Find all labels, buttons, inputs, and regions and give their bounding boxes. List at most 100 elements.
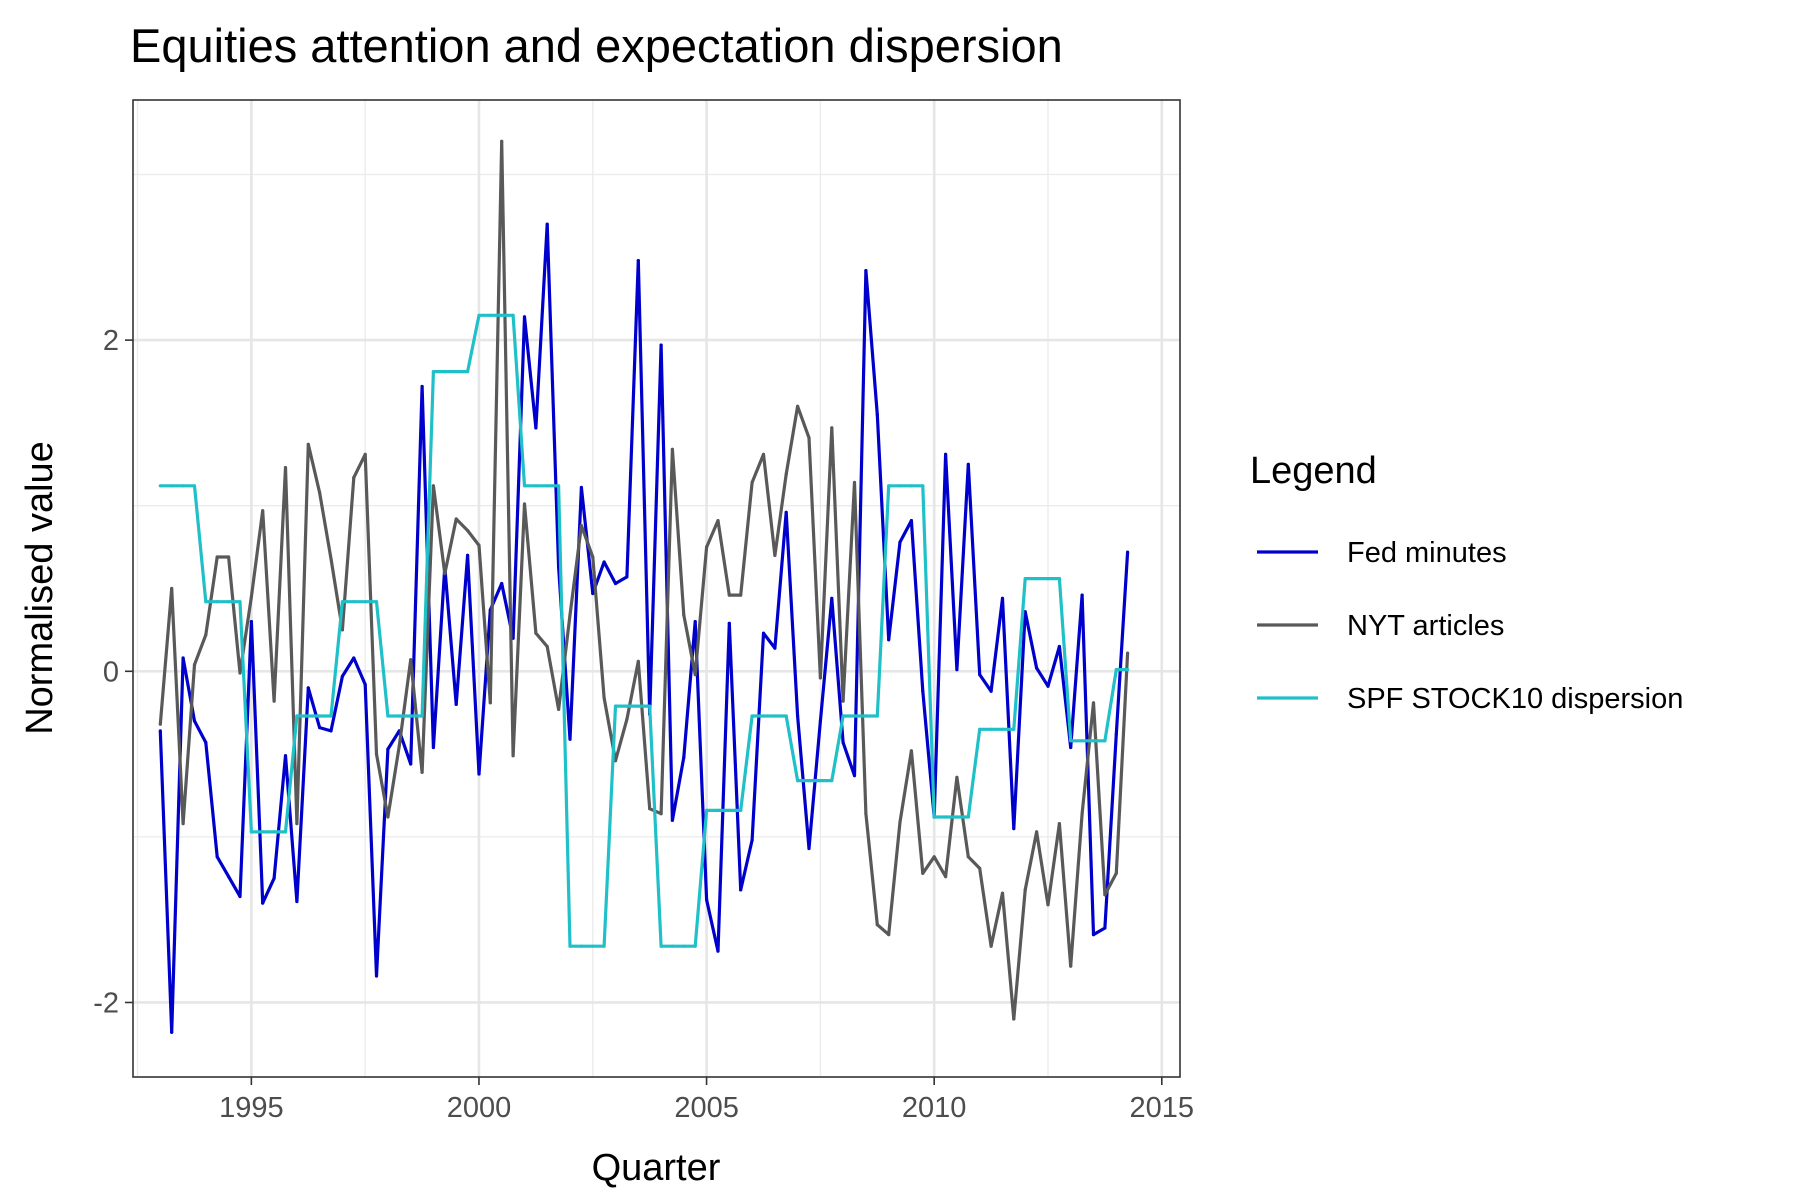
data-point xyxy=(716,808,720,813)
series-points-nyt-articles xyxy=(158,139,1130,1021)
data-point xyxy=(727,808,731,813)
data-point xyxy=(374,974,379,978)
data-point xyxy=(944,452,948,456)
data-point xyxy=(238,671,242,675)
data-point xyxy=(613,759,618,763)
data-point xyxy=(181,656,185,660)
data-point xyxy=(1114,871,1118,875)
data-point xyxy=(318,726,322,730)
data-point xyxy=(864,812,868,816)
data-point xyxy=(648,704,652,708)
data-point xyxy=(682,613,686,617)
data-point xyxy=(306,714,310,718)
data-point xyxy=(409,762,413,766)
data-point xyxy=(727,593,731,597)
chart-title: Equities attention and expectation dispe… xyxy=(130,19,1063,72)
data-point xyxy=(1114,732,1118,736)
data-point xyxy=(659,812,663,816)
data-point xyxy=(852,480,857,485)
data-point xyxy=(500,139,504,143)
data-point xyxy=(796,714,800,718)
data-point xyxy=(386,714,390,718)
legend: Legend Fed minutes NYT articles SPF STOCK1… xyxy=(1250,450,1683,715)
data-point xyxy=(716,949,720,953)
y-tick-label: 0 xyxy=(103,656,119,688)
data-point xyxy=(329,557,333,561)
data-point xyxy=(591,944,595,948)
y-tick-label: 2 xyxy=(103,325,119,357)
major-gridlines xyxy=(133,100,1180,1077)
data-point xyxy=(761,631,766,635)
data-point xyxy=(955,775,959,779)
data-point xyxy=(329,729,333,733)
legend-label: NYT articles xyxy=(1347,610,1504,642)
data-point xyxy=(739,888,743,892)
data-point xyxy=(739,808,743,813)
data-point xyxy=(363,452,367,456)
data-point xyxy=(557,707,561,712)
data-point xyxy=(1126,651,1130,655)
data-point xyxy=(534,631,538,635)
data-point xyxy=(249,830,253,834)
data-point xyxy=(670,447,675,451)
data-point xyxy=(636,259,640,263)
data-point xyxy=(409,714,413,718)
data-point xyxy=(1057,644,1061,649)
data-point xyxy=(420,714,424,718)
data-point xyxy=(295,899,299,904)
data-point xyxy=(204,600,208,604)
data-point xyxy=(522,484,527,488)
data-point xyxy=(522,502,527,506)
data-point xyxy=(1103,739,1107,743)
data-point xyxy=(989,727,993,731)
data-point xyxy=(568,613,572,617)
data-point xyxy=(1080,812,1084,816)
data-point xyxy=(352,656,356,660)
data-point xyxy=(181,822,185,826)
data-point xyxy=(966,462,970,466)
data-point xyxy=(249,595,253,599)
data-point xyxy=(1091,739,1096,743)
data-point xyxy=(750,714,754,718)
data-point xyxy=(477,313,481,317)
data-point xyxy=(306,686,310,690)
data-point xyxy=(1091,701,1096,705)
data-point xyxy=(1103,926,1107,930)
data-point xyxy=(204,740,208,745)
data-point xyxy=(978,727,982,731)
y-tick-label: -2 xyxy=(93,987,119,1019)
data-point xyxy=(466,553,470,558)
series-points-spf-stock10-dispersion xyxy=(158,313,1130,948)
data-point xyxy=(1114,668,1118,672)
data-point xyxy=(352,476,356,480)
data-point xyxy=(1023,577,1027,581)
data-point xyxy=(625,717,629,721)
data-point xyxy=(966,855,970,859)
data-point xyxy=(898,540,902,544)
data-point xyxy=(1000,596,1005,601)
data-point xyxy=(830,779,834,783)
data-point xyxy=(693,620,697,624)
data-point xyxy=(944,815,948,819)
data-point xyxy=(283,466,288,470)
data-point xyxy=(636,704,640,708)
data-point xyxy=(545,222,549,226)
series-line-fed-minutes xyxy=(158,222,1130,1034)
data-point xyxy=(1035,666,1039,670)
data-point xyxy=(898,820,902,824)
data-point xyxy=(807,779,811,783)
data-point xyxy=(1035,830,1039,834)
data-point xyxy=(944,875,948,879)
data-point xyxy=(875,413,879,417)
data-point xyxy=(340,628,344,632)
data-point xyxy=(727,621,731,625)
x-tick-label: 2005 xyxy=(674,1092,739,1124)
data-point xyxy=(272,830,276,834)
data-point xyxy=(1057,822,1061,826)
data-point xyxy=(875,714,879,718)
data-point xyxy=(192,663,197,667)
data-point xyxy=(852,774,857,778)
data-point xyxy=(1000,891,1005,895)
data-point xyxy=(773,646,777,650)
data-point xyxy=(1080,739,1084,743)
